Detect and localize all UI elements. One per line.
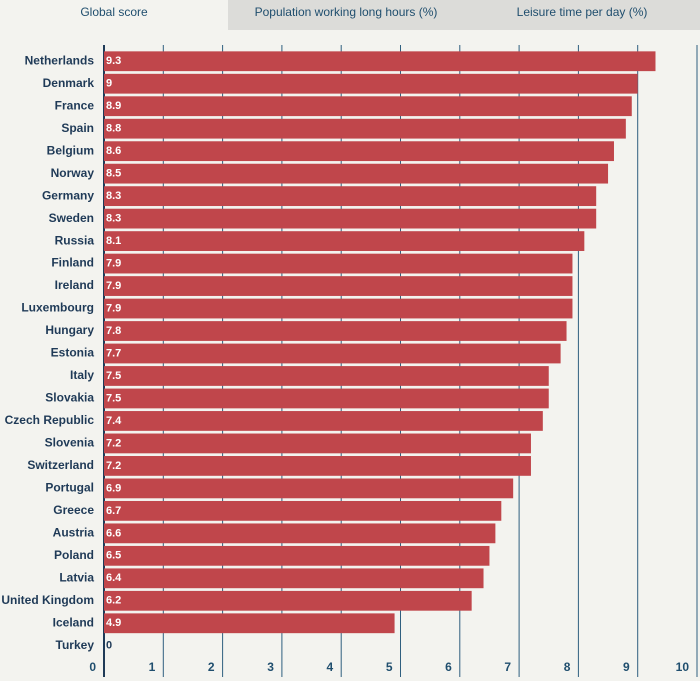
value-label: 7.8 <box>106 325 121 337</box>
x-tick-label: 9 <box>623 660 630 674</box>
bar <box>104 456 531 476</box>
y-tick-label: United Kingdom <box>1 593 94 607</box>
value-label: 9.3 <box>106 55 121 67</box>
y-tick-label: Switzerland <box>27 458 94 472</box>
value-label: 7.9 <box>106 257 121 269</box>
tab[interactable]: Leisure time per day (%) <box>516 5 648 19</box>
y-tick-label: Ireland <box>55 278 94 292</box>
y-tick-label: Hungary <box>45 323 94 337</box>
y-tick-label: Norway <box>51 166 95 180</box>
bar <box>104 568 484 589</box>
bar <box>104 298 573 319</box>
y-tick-label: Poland <box>54 548 94 562</box>
value-label: 4.9 <box>106 617 121 629</box>
tab[interactable]: Global score <box>0 0 228 30</box>
bar <box>104 253 573 274</box>
tab[interactable]: Population working long hours (%) <box>254 5 438 19</box>
value-label: 7.5 <box>106 370 121 382</box>
y-tick-label: Slovakia <box>45 391 94 405</box>
bar <box>104 500 502 521</box>
bar <box>104 523 496 544</box>
bar <box>104 433 531 454</box>
y-tick-label: Sweden <box>49 211 94 225</box>
bar <box>104 208 597 229</box>
value-label: 8.1 <box>106 235 121 247</box>
bar <box>104 51 656 72</box>
bar <box>104 231 585 251</box>
value-label: 6.4 <box>106 572 122 584</box>
tab-bar: Global score Population working long hou… <box>0 0 700 30</box>
y-tick-label: Latvia <box>59 570 94 584</box>
value-label: 8.8 <box>106 123 121 135</box>
value-label: 7.4 <box>106 415 122 427</box>
bar <box>104 73 638 94</box>
value-label: 6.5 <box>106 550 121 562</box>
value-label: 0 <box>106 640 112 652</box>
value-label: 7.9 <box>106 302 121 314</box>
value-label: 8.5 <box>106 168 121 180</box>
bar <box>104 545 490 566</box>
y-tick-label: Italy <box>70 368 94 382</box>
bar <box>104 276 573 296</box>
x-tick-label: 0 <box>89 660 96 674</box>
value-label: 8.3 <box>106 190 121 202</box>
y-tick-label: Austria <box>53 526 95 540</box>
y-tick-label: Estonia <box>51 346 95 360</box>
value-label: 7.2 <box>106 437 121 449</box>
value-label: 8.6 <box>106 145 121 157</box>
y-tick-label: Germany <box>42 188 94 202</box>
value-label: 6.6 <box>106 527 121 539</box>
value-label: 7.2 <box>106 460 121 472</box>
value-label: 6.7 <box>106 505 121 517</box>
bar <box>104 590 472 611</box>
x-tick-label: 5 <box>386 660 393 674</box>
y-tick-label: Portugal <box>45 481 94 495</box>
bar <box>104 613 395 634</box>
x-tick-label: 2 <box>208 660 215 674</box>
y-tick-label: Turkey <box>56 638 95 652</box>
x-tick-label: 1 <box>149 660 156 674</box>
value-label: 6.9 <box>106 482 121 494</box>
value-label: 8.9 <box>106 100 121 112</box>
value-label: 6.2 <box>106 595 121 607</box>
y-tick-label: Netherlands <box>25 53 95 67</box>
bar <box>104 343 561 364</box>
bar <box>104 321 567 341</box>
bar <box>104 478 514 499</box>
x-tick-label: 10 <box>676 660 690 674</box>
bar <box>104 388 549 409</box>
x-tick-label: 3 <box>267 660 274 674</box>
bar <box>104 163 609 184</box>
x-tick-label: 6 <box>445 660 452 674</box>
value-label: 7.7 <box>106 347 121 359</box>
y-tick-label: Czech Republic <box>5 413 95 427</box>
x-tick-label: 8 <box>564 660 571 674</box>
bar <box>104 118 626 139</box>
y-tick-label: Denmark <box>43 76 95 90</box>
y-tick-label: Greece <box>53 503 94 517</box>
x-tick-label: 4 <box>327 660 334 674</box>
x-tick-label: 7 <box>504 660 511 674</box>
bar <box>104 141 614 162</box>
value-label: 7.5 <box>106 392 121 404</box>
y-tick-label: Finland <box>51 256 94 270</box>
bar <box>104 96 632 117</box>
value-label: 9 <box>106 78 112 90</box>
value-label: 8.3 <box>106 213 121 225</box>
value-label: 7.9 <box>106 280 121 292</box>
bar <box>104 366 549 386</box>
y-tick-label: Slovenia <box>45 436 95 450</box>
y-tick-label: Belgium <box>47 143 94 157</box>
y-tick-label: Russia <box>55 233 95 247</box>
y-tick-label: Luxembourg <box>21 301 94 315</box>
y-tick-label: France <box>55 98 95 112</box>
bar <box>104 411 543 431</box>
bar <box>104 186 597 207</box>
y-tick-label: Spain <box>61 121 94 135</box>
y-tick-label: Iceland <box>53 615 94 629</box>
